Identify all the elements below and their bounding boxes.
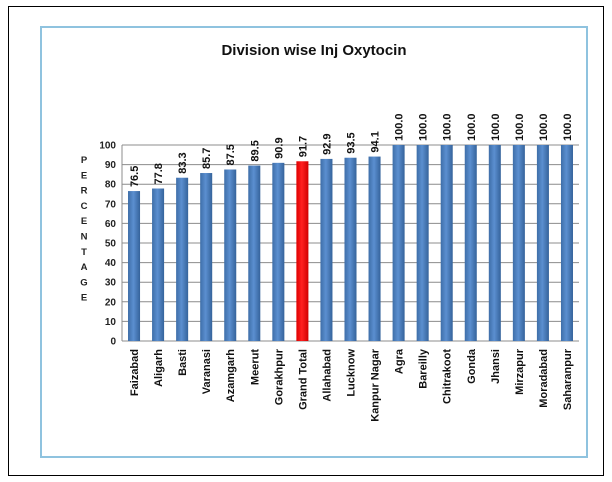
data-label: 100.0 bbox=[418, 113, 430, 141]
x-tick-label: Agra bbox=[394, 348, 406, 374]
y-tick-label: 50 bbox=[105, 239, 117, 250]
x-tick-label: Kanpur Nagar bbox=[370, 348, 382, 421]
x-tick-label: Allahabad bbox=[321, 349, 333, 402]
y-axis-title-letter: E bbox=[81, 170, 87, 181]
bar bbox=[200, 173, 213, 341]
data-label: 91.7 bbox=[297, 136, 309, 157]
data-label: 100.0 bbox=[538, 113, 550, 141]
y-tick-label: 80 bbox=[105, 180, 117, 191]
y-axis-title-letter: P bbox=[81, 155, 88, 166]
x-tick-label: Faizabad bbox=[129, 349, 141, 396]
bar bbox=[464, 145, 477, 341]
x-tick-label: Saharanpur bbox=[562, 348, 574, 410]
y-tick-label: 70 bbox=[105, 199, 117, 210]
chart-title: Division wise Inj Oxytocin bbox=[221, 42, 406, 59]
data-label: 100.0 bbox=[562, 113, 574, 141]
bar-highlight bbox=[296, 161, 309, 341]
y-axis-ticks: 0 10 20 30 40 50 60 70 80 90 100 bbox=[99, 141, 116, 348]
y-tick-label: 90 bbox=[105, 160, 117, 171]
data-label: 94.1 bbox=[370, 131, 382, 152]
x-axis-ticks: Faizabad Aligarh Basti Varanasi Azamgarh Meer… bbox=[129, 348, 574, 422]
x-tick-label: Varanasi bbox=[201, 349, 213, 394]
bar bbox=[344, 157, 357, 341]
bar bbox=[440, 145, 453, 341]
x-tick-label: Lucknow bbox=[346, 349, 358, 397]
x-tick-label: Jhansi bbox=[490, 349, 502, 384]
x-tick-label: Azamgarh bbox=[225, 349, 237, 402]
bar bbox=[368, 156, 381, 341]
y-axis-title-letter: C bbox=[81, 201, 88, 212]
bar bbox=[392, 145, 405, 341]
bar bbox=[560, 145, 573, 341]
bar bbox=[128, 191, 141, 341]
bar bbox=[416, 145, 429, 341]
data-label: 77.8 bbox=[153, 163, 165, 184]
data-label: 92.9 bbox=[321, 133, 333, 154]
data-label: 93.5 bbox=[346, 132, 358, 153]
bar bbox=[488, 145, 501, 341]
y-axis-title-letter: T bbox=[81, 247, 87, 258]
data-label: 76.5 bbox=[129, 166, 141, 187]
data-label: 100.0 bbox=[490, 113, 502, 141]
data-label: 90.9 bbox=[273, 137, 285, 158]
x-tick-label: Gorakhpur bbox=[273, 348, 285, 405]
y-axis-title-letter: A bbox=[81, 262, 88, 273]
data-labels: 76.5 77.8 83.3 85.7 87.5 89.5 90.9 91.7 92.9 93.5… bbox=[129, 113, 574, 187]
data-label: 100.0 bbox=[442, 113, 454, 141]
y-axis-title-letter: G bbox=[80, 277, 87, 288]
y-tick-label: 30 bbox=[105, 278, 117, 289]
y-axis-title-letter: E bbox=[81, 293, 87, 304]
x-tick-label: Gonda bbox=[466, 348, 478, 384]
x-tick-label: Grand Total bbox=[297, 349, 309, 410]
x-tick-label: Chitrakoot bbox=[442, 349, 454, 404]
x-tick-label: Bareilly bbox=[418, 348, 430, 389]
bar bbox=[152, 188, 165, 341]
bar bbox=[320, 158, 333, 341]
y-tick-label: 60 bbox=[105, 219, 117, 230]
x-tick-label: Meerut bbox=[249, 349, 261, 385]
y-tick-label: 40 bbox=[105, 258, 117, 269]
data-label: 89.5 bbox=[249, 140, 261, 161]
y-tick-label: 0 bbox=[110, 337, 116, 348]
x-tick-label: Basti bbox=[177, 349, 189, 376]
bar bbox=[512, 145, 525, 341]
bar bbox=[248, 165, 261, 341]
x-tick-label: Mirzapur bbox=[514, 348, 526, 395]
bar bbox=[272, 162, 285, 341]
data-label: 87.5 bbox=[225, 144, 237, 165]
bar bbox=[176, 177, 189, 341]
data-label: 100.0 bbox=[394, 113, 406, 141]
x-tick-label: Aligarh bbox=[153, 349, 165, 387]
data-label: 100.0 bbox=[514, 113, 526, 141]
y-tick-label: 20 bbox=[105, 297, 117, 308]
bars bbox=[128, 145, 573, 341]
y-axis-title-letter: E bbox=[81, 216, 87, 227]
bar bbox=[536, 145, 549, 341]
y-axis-title-letter: N bbox=[81, 232, 88, 243]
bar bbox=[224, 169, 237, 341]
y-axis-title-letter: R bbox=[81, 186, 88, 197]
data-label: 85.7 bbox=[201, 148, 213, 169]
x-tick-label: Moradabad bbox=[538, 349, 550, 408]
y-tick-label: 100 bbox=[99, 141, 116, 152]
data-label: 100.0 bbox=[466, 113, 478, 141]
y-tick-label: 10 bbox=[105, 317, 117, 328]
data-label: 83.3 bbox=[177, 152, 189, 173]
